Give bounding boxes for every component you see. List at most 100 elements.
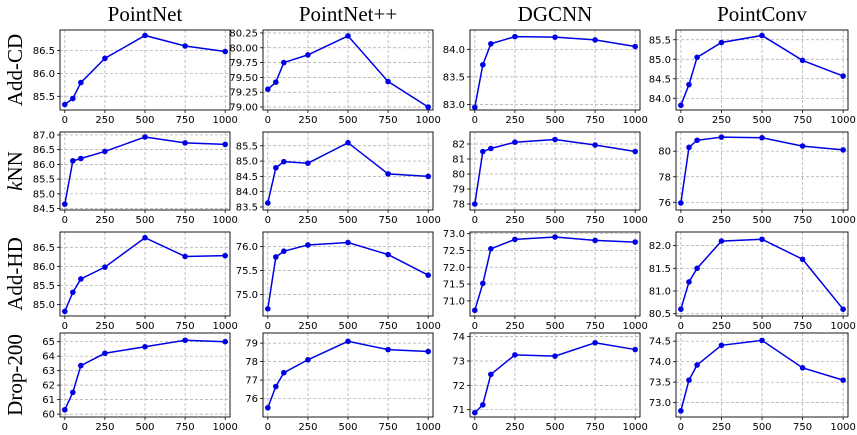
y-tick-label: 85.0 — [33, 300, 55, 311]
panel-drop-200-pointnet: 0 250 500 750 1000 60 61 62 63 64 65 — [42, 332, 238, 433]
x-tick-label: 1000 — [415, 115, 440, 126]
data-point — [273, 164, 279, 171]
x-tick-label: 250 — [712, 215, 731, 226]
x-tick-label: 500 — [135, 215, 154, 226]
data-point — [840, 306, 846, 312]
y-tick-label: 85.0 — [33, 189, 55, 200]
y-tick-label: 77 — [245, 376, 258, 387]
y-tick-label: 86.0 — [33, 69, 55, 80]
y-tick-label: 79 — [245, 339, 258, 350]
data-point — [385, 78, 391, 85]
x-tick-label: 250 — [95, 422, 114, 433]
data-point — [694, 265, 700, 272]
y-tick-label: 80.25 — [229, 28, 258, 39]
data-point — [62, 101, 68, 108]
data-point — [78, 79, 84, 86]
data-point — [273, 254, 279, 260]
y-tick-label: 79.25 — [229, 88, 258, 99]
x-tick-label: 250 — [712, 115, 731, 126]
y-tick-label: 80.5 — [649, 309, 671, 320]
y-tick-label: 85.5 — [649, 35, 671, 46]
data-point — [718, 342, 725, 349]
data-point — [142, 134, 148, 140]
y-tick-label: 71.5 — [443, 280, 465, 291]
data-point — [62, 308, 68, 315]
x-tick-label: 750 — [793, 422, 812, 433]
data-point — [78, 362, 84, 369]
data-point — [686, 81, 692, 88]
data-point — [78, 276, 84, 282]
data-point — [273, 79, 279, 85]
y-tick-label: 86.0 — [33, 160, 55, 171]
x-tick-label: 750 — [586, 115, 605, 126]
data-point — [222, 48, 228, 55]
y-tick-label: 79.50 — [229, 73, 258, 84]
y-tick-label: 84.5 — [236, 172, 258, 183]
data-point — [78, 155, 84, 162]
y-tick-label: 82.0 — [649, 241, 671, 252]
x-tick-label: 1000 — [830, 321, 855, 332]
data-point — [345, 239, 351, 246]
y-tick-label: 76 — [245, 394, 258, 405]
x-tick-label: 1000 — [212, 215, 237, 226]
data-point — [222, 141, 228, 148]
y-tick-label: 73.0 — [443, 229, 465, 240]
y-tick-label: 81.5 — [649, 264, 671, 275]
data-point — [62, 201, 68, 207]
y-tick-label: 87.0 — [33, 130, 55, 141]
data-point — [799, 365, 806, 371]
column-title-pointnet: PointNet — [108, 2, 183, 26]
x-tick-label: 750 — [379, 215, 398, 226]
x-tick-label: 750 — [793, 215, 812, 226]
y-tick-label: 85.0 — [236, 157, 258, 168]
y-tick-label: 80.00 — [229, 43, 258, 54]
x-tick-label: 500 — [752, 215, 771, 226]
x-tick-label: 500 — [752, 115, 771, 126]
data-point — [281, 158, 287, 165]
y-tick-label: 86.5 — [33, 145, 55, 156]
x-tick-label: 1000 — [212, 422, 237, 433]
data-point — [305, 356, 311, 363]
x-tick-label: 500 — [545, 215, 564, 226]
x-tick-label: 500 — [545, 321, 564, 332]
y-tick-label: 78 — [658, 172, 671, 183]
data-point — [70, 289, 76, 296]
data-point — [678, 306, 684, 312]
x-tick-label: 0 — [62, 321, 68, 332]
panel-add-hd-dgcnn: 0 250 500 750 1000 71.0 71.5 72.0 72.5 73.0 — [443, 229, 648, 332]
data-point — [686, 144, 692, 151]
x-tick-label: 500 — [135, 422, 154, 433]
data-point — [799, 143, 806, 149]
x-tick-label: 500 — [545, 422, 564, 433]
x-tick-label: 0 — [472, 115, 478, 126]
y-tick-label: 71.0 — [443, 296, 465, 307]
x-tick-label: 0 — [62, 215, 68, 226]
y-tick-label: 79 — [452, 185, 465, 196]
x-tick-label: 1000 — [622, 321, 647, 332]
data-point — [345, 338, 351, 345]
y-tick-label: 85.5 — [33, 92, 55, 103]
y-tick-label: 72.0 — [443, 263, 465, 274]
y-tick-label: 82 — [452, 140, 465, 151]
y-tick-label: 72.5 — [443, 246, 465, 257]
y-tick-label: 73.5 — [649, 378, 671, 389]
data-point — [425, 173, 431, 180]
x-tick-label: 250 — [95, 215, 114, 226]
panel-add-hd-pointnet: 0 250 500 750 1000 85.0 85.5 86.0 86.5 — [33, 231, 238, 332]
column-title-pointnet: PointNet++ — [299, 2, 397, 26]
data-point — [759, 236, 765, 243]
x-tick-label: 0 — [62, 115, 68, 126]
x-tick-label: 750 — [176, 422, 195, 433]
y-tick-label: 84.0 — [443, 45, 465, 56]
data-point — [102, 350, 108, 357]
y-tick-label: 65 — [42, 337, 55, 348]
y-tick-label: 74 — [452, 332, 465, 343]
panel-drop-200-dgcnn: 0 250 500 750 1000 71 72 73 74 — [452, 332, 648, 433]
data-point — [759, 337, 765, 344]
x-tick-label: 0 — [265, 115, 271, 126]
x-tick-label: 500 — [752, 422, 771, 433]
data-point — [265, 404, 271, 411]
y-tick-label: 84.5 — [33, 204, 55, 215]
x-tick-label: 1000 — [622, 422, 647, 433]
y-tick-label: 71 — [452, 405, 465, 416]
